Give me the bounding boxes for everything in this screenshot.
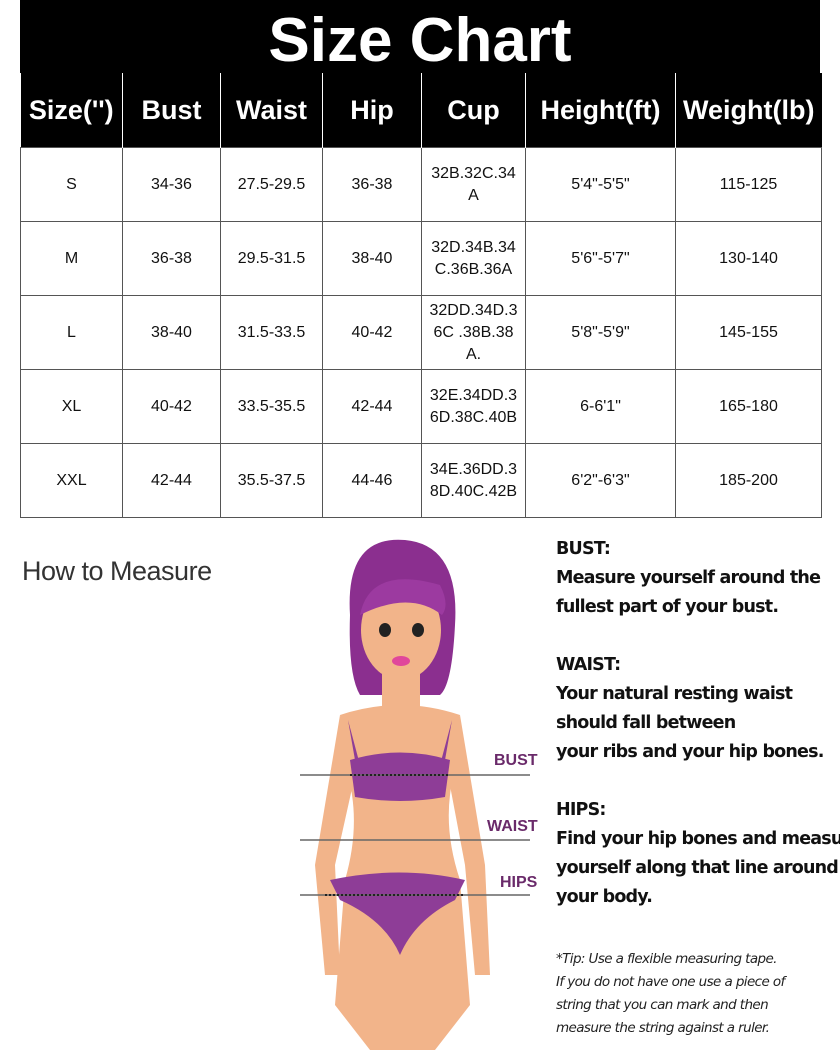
section-line: fullest part of your bust.: [556, 597, 779, 617]
table-cell: 27.5-29.5: [220, 147, 323, 222]
table-cell: 5'8"-5'9": [525, 295, 676, 370]
table-cell: 185-200: [675, 443, 822, 518]
instruction-section: WAIST: Your natural resting waist should f…: [556, 651, 840, 767]
column-header: Bust: [122, 73, 221, 148]
table-cell: 40-42: [322, 295, 422, 370]
table-row: XXL 42-44 35.5-37.5 44-46 34E.36DD.38D.40C.4…: [20, 443, 822, 518]
column-header: Cup: [421, 73, 526, 148]
table-cell: 42-44: [322, 369, 422, 444]
tip-line: string that you can mark and then: [556, 997, 769, 1013]
column-header: Waist: [220, 73, 323, 148]
column-header: Hip: [322, 73, 422, 148]
table-cell: 5'4"-5'5": [525, 147, 676, 222]
table-cell: 33.5-35.5: [220, 369, 323, 444]
instruction-section: BUST: Measure yourself around the fullest …: [556, 535, 840, 622]
column-header: Size(''): [20, 73, 123, 148]
table-cell: 38-40: [322, 221, 422, 296]
table-header-row: Size('') Bust Waist Hip Cup Height(ft) W…: [20, 73, 822, 148]
table-cell: 29.5-31.5: [220, 221, 323, 296]
table-cell: XL: [20, 369, 123, 444]
table-cell: S: [20, 147, 123, 222]
table-cell: L: [20, 295, 123, 370]
table-cell: 6-6'1": [525, 369, 676, 444]
section-title: BUST:: [556, 539, 611, 559]
table-cell: 36-38: [122, 221, 221, 296]
tip-line: If you do not have one use a piece of: [556, 974, 785, 990]
table-cell: 5'6"-5'7": [525, 221, 676, 296]
table-cell: XXL: [20, 443, 123, 518]
table-cell: 38-40: [122, 295, 221, 370]
page-title: Size Chart: [20, 0, 820, 75]
hips-label: HIPS: [500, 874, 538, 891]
table-cell: 6'2"-6'3": [525, 443, 676, 518]
table-cell: 145-155: [675, 295, 822, 370]
body-figure-illustration: [300, 539, 530, 1050]
section-title: WAIST:: [556, 655, 621, 675]
section-title: HIPS:: [556, 800, 606, 820]
bust-label: BUST: [494, 752, 538, 769]
table-row: M 36-38 29.5-31.5 38-40 32D.34B.34C.36B.36A 5…: [20, 221, 822, 296]
table-row: L 38-40 31.5-33.5 40-42 32DD.34D.36C .38B.38…: [20, 295, 822, 370]
table-cell: M: [20, 221, 123, 296]
tip-line: measure the string against a ruler.: [556, 1020, 770, 1036]
table-cell: 32DD.34D.36C .38B.38A.: [421, 295, 526, 370]
tip-line: *Tip: Use a flexible measuring tape.: [556, 951, 777, 967]
section-line: should fall between: [556, 713, 736, 733]
table-cell: 130-140: [675, 221, 822, 296]
table-cell: 32B.32C.34A: [421, 147, 526, 222]
waist-label: WAIST: [487, 818, 538, 835]
table-row: S 34-36 27.5-29.5 36-38 32B.32C.34A 5'4"-5'5"…: [20, 147, 822, 222]
section-line: Your natural resting waist: [556, 684, 793, 704]
instruction-section: HIPS: Find your hip bones and measure your…: [556, 796, 840, 912]
how-to-measure-heading: How to Measure: [22, 556, 212, 586]
table-cell: 42-44: [122, 443, 221, 518]
section-line: Find your hip bones and measure: [556, 829, 840, 849]
table-cell: 31.5-33.5: [220, 295, 323, 370]
column-header: Height(ft): [525, 73, 676, 148]
section-line: your body.: [556, 887, 653, 907]
section-line: Measure yourself around the: [556, 568, 821, 588]
table-cell: 35.5-37.5: [220, 443, 323, 518]
table-cell: 165-180: [675, 369, 822, 444]
table-cell: 44-46: [322, 443, 422, 518]
section-line: yourself along that line around: [556, 858, 839, 878]
section-line: your ribs and your hip bones.: [556, 742, 824, 762]
size-table: Size('') Bust Waist Hip Cup Height(ft) W…: [20, 73, 822, 518]
column-header: Weight(lb): [675, 73, 822, 148]
table-cell: 36-38: [322, 147, 422, 222]
table-cell: 115-125: [675, 147, 822, 222]
table-cell: 34-36: [122, 147, 221, 222]
table-row: XL 40-42 33.5-35.5 42-44 32E.34DD.36D.38C.40…: [20, 369, 822, 444]
table-cell: 34E.36DD.38D.40C.42B: [421, 443, 526, 518]
table-cell: 40-42: [122, 369, 221, 444]
measuring-tip: *Tip: Use a flexible measuring tape. If y…: [556, 948, 785, 1040]
measurement-instructions: BUST: Measure yourself around the fullest …: [556, 535, 840, 941]
table-cell: 32D.34B.34C.36B.36A: [421, 221, 526, 296]
table-cell: 32E.34DD.36D.38C.40B: [421, 369, 526, 444]
